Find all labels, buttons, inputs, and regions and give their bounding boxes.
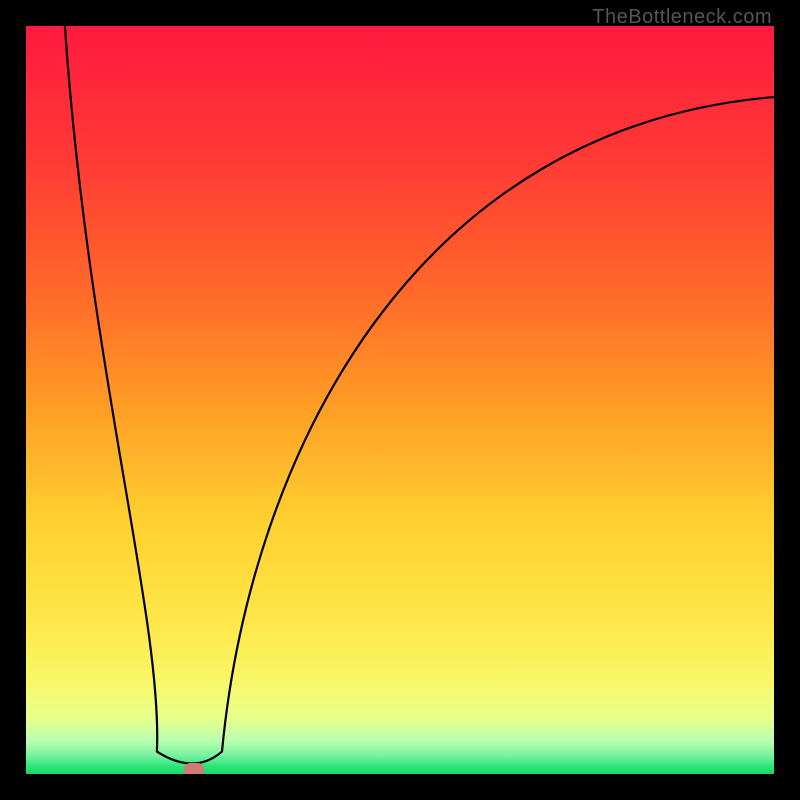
chart-outer: TheBottleneck.com: [0, 0, 800, 800]
bottleneck-curve: [65, 26, 774, 764]
plot-area: [26, 26, 774, 774]
curve-svg: [26, 26, 774, 774]
watermark-text: TheBottleneck.com: [592, 6, 772, 29]
min-marker: [184, 763, 204, 774]
